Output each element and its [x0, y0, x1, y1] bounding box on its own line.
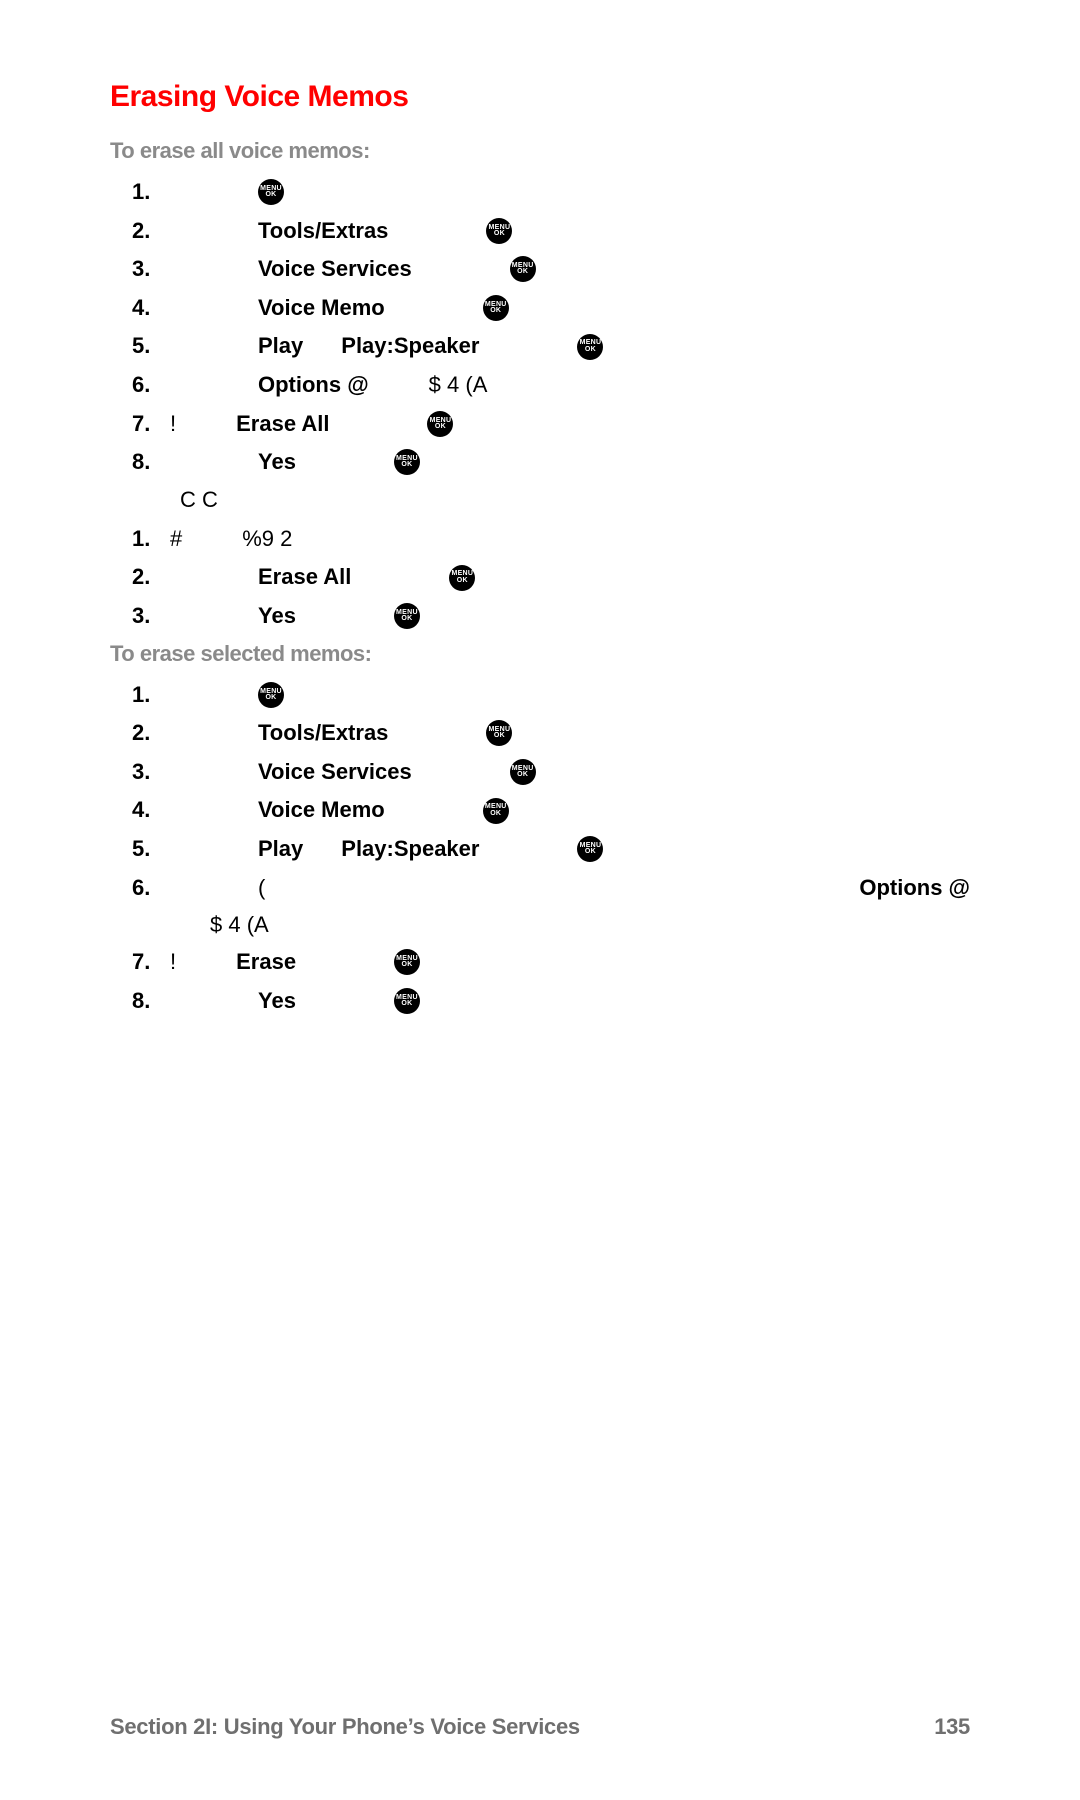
step-b6-cont: $ 4 (A	[210, 912, 970, 938]
page-footer: Section 2I: Using Your Phone’s Voice Ser…	[110, 1714, 970, 1740]
step-alt1: 1. # %9 2	[132, 525, 970, 554]
menu-ok-icon: MENU OK	[483, 295, 509, 321]
label-tools-extras: Tools/Extras	[258, 217, 388, 246]
menu-ok-icon: MENU OK	[486, 720, 512, 746]
step-number: 2.	[132, 719, 160, 748]
step-b6: 6. ( Options @	[132, 874, 970, 903]
step-a5: 5. Play Play:Speaker MENU OK	[132, 332, 970, 361]
section-a-heading: To erase all voice memos:	[110, 138, 970, 164]
label-voice-services: Voice Services	[258, 758, 412, 787]
menu-ok-icon: MENU OK	[486, 218, 512, 244]
label-play: Play	[258, 835, 303, 864]
step-number: 2.	[132, 217, 160, 246]
label-voice-memo: Voice Memo	[258, 796, 385, 825]
step-a4: 4. Voice Memo MENU OK	[132, 294, 970, 323]
step-number: 4.	[132, 796, 160, 825]
cc-line: C C	[180, 487, 970, 513]
label-tools-extras: Tools/Extras	[258, 719, 388, 748]
step-number: 2.	[132, 563, 160, 592]
step-number: 1.	[132, 178, 160, 207]
step-number: 4.	[132, 294, 160, 323]
label-voice-memo: Voice Memo	[258, 294, 385, 323]
menu-ok-icon: MENU OK	[394, 449, 420, 475]
label-dollar4a: $ 4 (A	[210, 912, 269, 938]
step-number: 5.	[132, 835, 160, 864]
label-dollar4a: $ 4 (A	[429, 371, 488, 400]
menu-ok-icon: MENU OK	[394, 949, 420, 975]
step-a6: 6. Options @ $ 4 (A	[132, 371, 970, 400]
menu-ok-icon: MENU OK	[510, 759, 536, 785]
step-b4: 4. Voice Memo MENU OK	[132, 796, 970, 825]
step-number: 6.	[132, 874, 160, 903]
footer-section: Section 2I: Using Your Phone’s Voice Ser…	[110, 1714, 580, 1740]
label-paren: (	[258, 874, 265, 903]
step-number: 7.	[132, 948, 160, 977]
step-number: 3.	[132, 758, 160, 787]
menu-ok-icon: MENU OK	[258, 179, 284, 205]
label-hash: #	[170, 525, 182, 554]
label-erase-all: Erase All	[236, 410, 329, 439]
menu-ok-icon: MENU OK	[258, 682, 284, 708]
step-b7: 7. ! Erase MENU OK	[132, 948, 970, 977]
menu-ok-icon: MENU OK	[510, 256, 536, 282]
step-number: 3.	[132, 255, 160, 284]
label-yes: Yes	[258, 987, 296, 1016]
step-number: 5.	[132, 332, 160, 361]
step-number: 8.	[132, 448, 160, 477]
menu-ok-icon: MENU OK	[394, 988, 420, 1014]
step-b8: 8. Yes MENU OK	[132, 987, 970, 1016]
step-number: 1.	[132, 525, 160, 554]
label-play-speaker: Play:Speaker	[341, 332, 479, 361]
menu-ok-icon: MENU OK	[483, 798, 509, 824]
step-number: 1.	[132, 681, 160, 710]
label-play: Play	[258, 332, 303, 361]
step-b3: 3. Voice Services MENU OK	[132, 758, 970, 787]
step-b5: 5. Play Play:Speaker MENU OK	[132, 835, 970, 864]
label-erase: Erase	[236, 948, 296, 977]
menu-ok-icon: MENU OK	[577, 334, 603, 360]
menu-ok-icon: MENU OK	[577, 836, 603, 862]
manual-page: Erasing Voice Memos To erase all voice m…	[0, 0, 1080, 1800]
step-alt3: 3. Yes MENU OK	[132, 602, 970, 631]
section-b-heading: To erase selected memos:	[110, 641, 970, 667]
footer-page-number: 135	[934, 1714, 970, 1740]
label-options-at: Options @	[859, 874, 970, 903]
page-title: Erasing Voice Memos	[110, 80, 970, 114]
step-a8: 8. Yes MENU OK	[132, 448, 970, 477]
step-b2: 2. Tools/Extras MENU OK	[132, 719, 970, 748]
label-bang: !	[170, 948, 176, 977]
step-alt2: 2. Erase All MENU OK	[132, 563, 970, 592]
label-play-speaker: Play:Speaker	[341, 835, 479, 864]
step-number: 7.	[132, 410, 160, 439]
step-a2: 2. Tools/Extras MENU OK	[132, 217, 970, 246]
step-a3: 3. Voice Services MENU OK	[132, 255, 970, 284]
step-a1: 1. MENU OK	[132, 178, 970, 207]
label-erase-all: Erase All	[258, 563, 351, 592]
label-voice-services: Voice Services	[258, 255, 412, 284]
menu-ok-icon: MENU OK	[449, 565, 475, 591]
step-number: 8.	[132, 987, 160, 1016]
step-number: 6.	[132, 371, 160, 400]
label-yes: Yes	[258, 448, 296, 477]
step-b1: 1. MENU OK	[132, 681, 970, 710]
step-number: 3.	[132, 602, 160, 631]
label-bang: !	[170, 410, 176, 439]
label-yes: Yes	[258, 602, 296, 631]
label-options-at: Options @	[258, 371, 369, 400]
label-pct9-2: %9 2	[242, 525, 292, 554]
menu-ok-icon: MENU OK	[394, 603, 420, 629]
step-a7: 7. ! Erase All MENU OK	[132, 410, 970, 439]
menu-ok-icon: MENU OK	[427, 411, 453, 437]
